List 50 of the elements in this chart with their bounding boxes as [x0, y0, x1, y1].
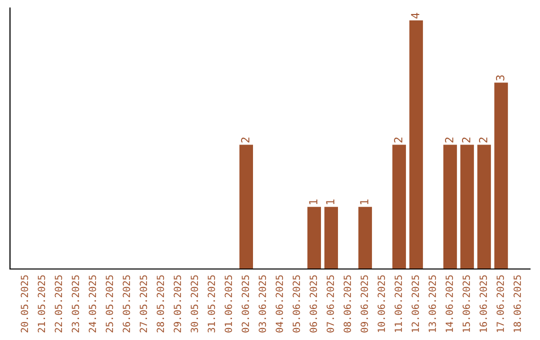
x-tick-label: 13.06.2025: [428, 275, 436, 332]
bar: [460, 144, 474, 269]
x-tick-label: 16.06.2025: [480, 275, 487, 332]
x-tick-label: 25.05.2025: [106, 275, 114, 332]
data-label: 4: [411, 12, 420, 18]
bar: [358, 206, 372, 269]
x-tick-label: 24.05.2025: [88, 275, 96, 332]
bar: [409, 20, 423, 269]
bar: [392, 144, 406, 269]
data-label: 1: [309, 200, 318, 204]
data-label: 2: [241, 138, 250, 142]
x-tick-label: 27.05.2025: [140, 275, 148, 332]
x-tick-label: 23.05.2025: [72, 275, 80, 332]
x-tick-label: 11.06.2025: [394, 275, 402, 332]
x-tick-label: 14.06.2025: [446, 275, 453, 332]
data-label: 2: [394, 138, 402, 142]
bar: [477, 144, 491, 269]
x-tick-label: 31.05.2025: [208, 275, 216, 332]
bar: [494, 82, 508, 269]
x-tick-label: 04.06.2025: [276, 275, 284, 332]
x-tick-label: 08.06.2025: [344, 275, 352, 332]
bar: [307, 206, 321, 269]
data-label: 2: [462, 138, 470, 142]
data-label: 1: [360, 200, 368, 204]
x-tick-label: 15.06.2025: [462, 275, 470, 332]
x-tick-label: 07.06.2025: [326, 275, 334, 332]
bar: [443, 144, 457, 269]
x-tick-label: 06.06.2025: [310, 275, 318, 332]
x-tick-label: 17.06.2025: [496, 275, 504, 332]
bar: [239, 144, 254, 269]
x-tick-label: 10.06.2025: [378, 275, 386, 332]
x-tick-label: 20.05.2025: [20, 275, 28, 332]
x-tick-label: 01.06.2025: [224, 275, 232, 332]
x-tick-label: 29.05.2025: [174, 275, 182, 332]
x-tick-label: 09.06.2025: [360, 275, 368, 332]
x-tick-label: 22.05.2025: [54, 275, 62, 332]
x-tick-label: 12.06.2025: [412, 275, 419, 332]
x-tick-label: 28.05.2025: [156, 275, 164, 332]
data-label: 1: [326, 200, 334, 204]
x-tick-label: 30.05.2025: [190, 275, 198, 332]
bar: [324, 206, 338, 269]
data-label: 2: [478, 138, 488, 142]
x-tick-label: 02.06.2025: [242, 275, 250, 332]
data-label: 3: [496, 75, 504, 80]
x-tick-label: 03.06.2025: [258, 275, 266, 332]
x-tick-label: 05.06.2025: [292, 275, 300, 332]
data-label: 2: [444, 138, 454, 142]
x-tick-label: 26.05.2025: [122, 275, 130, 332]
x-tick-label: 18.06.2025: [514, 275, 521, 332]
x-tick-label: 21.05.2025: [38, 275, 46, 332]
